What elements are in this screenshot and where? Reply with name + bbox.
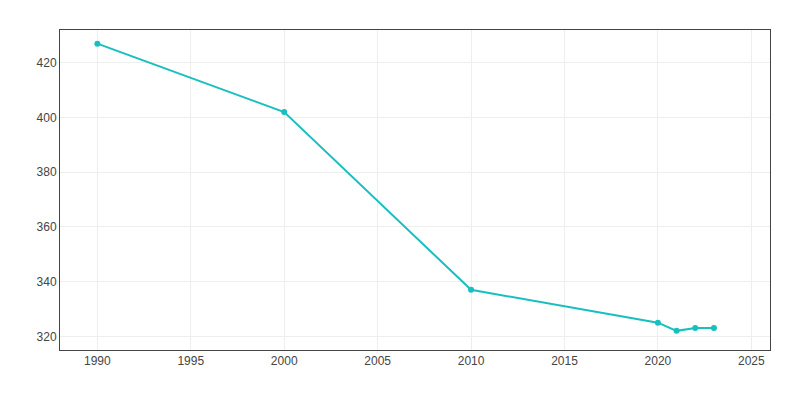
svg-text:400: 400 — [37, 111, 57, 125]
svg-text:2005: 2005 — [364, 354, 391, 368]
svg-text:320: 320 — [37, 330, 57, 344]
svg-text:340: 340 — [37, 275, 57, 289]
svg-text:420: 420 — [37, 56, 57, 70]
svg-text:2025: 2025 — [738, 354, 765, 368]
svg-text:2000: 2000 — [271, 354, 298, 368]
svg-text:1995: 1995 — [177, 354, 204, 368]
svg-text:1990: 1990 — [84, 354, 111, 368]
svg-text:2020: 2020 — [645, 354, 672, 368]
svg-text:380: 380 — [37, 165, 57, 179]
svg-text:360: 360 — [37, 220, 57, 234]
svg-text:2010: 2010 — [458, 354, 485, 368]
svg-text:2015: 2015 — [551, 354, 578, 368]
